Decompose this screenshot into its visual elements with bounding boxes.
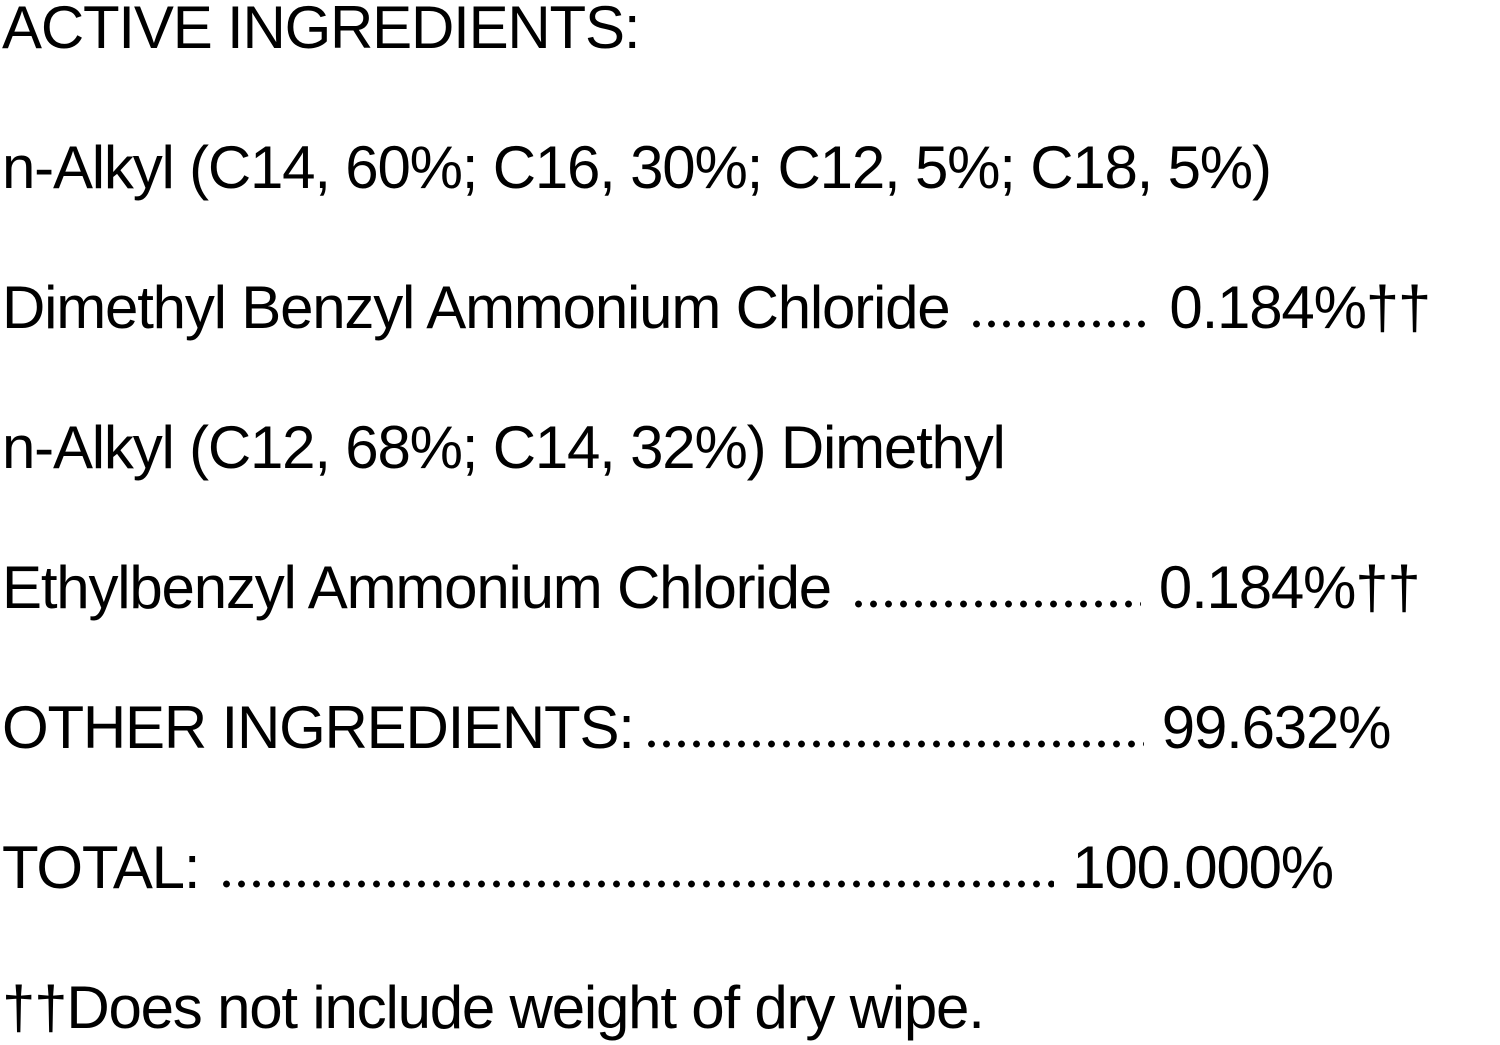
total-line: TOTAL: 100.000% — [2, 834, 1334, 901]
other-ingredients-line: OTHER INGREDIENTS: 99.632% — [2, 694, 1392, 761]
footnote-text: ††Does not include weight of dry wipe. — [2, 974, 985, 1041]
ingredient1-name-part1: n-Alkyl (C14, 60%; C16, 30%; C12, 5%; C1… — [2, 134, 1272, 201]
total-percentage: 100.000% — [1072, 834, 1334, 901]
ingredient2-name-part1: n-Alkyl (C12, 68%; C14, 32%) Dimethyl — [2, 414, 1006, 481]
ingredient2-name-part2: Ethylbenzyl Ammonium Chloride — [2, 554, 832, 621]
footnote: ††Does not include weight of dry wipe. — [2, 974, 985, 1041]
dot-leader — [850, 600, 1141, 608]
total-label: TOTAL: — [2, 834, 200, 901]
ingredient2-line1: n-Alkyl (C12, 68%; C14, 32%) Dimethyl — [2, 414, 1006, 481]
ingredient1-percentage: 0.184%†† — [1169, 274, 1431, 341]
other-ingredients-label: OTHER INGREDIENTS: — [2, 694, 635, 761]
dot-leader — [643, 740, 1144, 748]
ingredient1-name-part2: Dimethyl Benzyl Ammonium Chloride — [2, 274, 951, 341]
ingredient2-percentage: 0.184%†† — [1158, 554, 1421, 621]
other-ingredients-percentage: 99.632% — [1161, 694, 1392, 761]
ingredient2-line2: Ethylbenzyl Ammonium Chloride 0.184%†† — [2, 554, 1421, 621]
ingredient1-line2: Dimethyl Benzyl Ammonium Chloride 0.184%… — [2, 274, 1431, 341]
dot-leader — [219, 880, 1055, 888]
active-ingredients-heading: ACTIVE INGREDIENTS: — [2, 0, 640, 61]
dot-leader — [969, 320, 1152, 328]
ingredient1-line1: n-Alkyl (C14, 60%; C16, 30%; C12, 5%; C1… — [2, 134, 1272, 201]
heading-text: ACTIVE INGREDIENTS: — [2, 0, 640, 61]
